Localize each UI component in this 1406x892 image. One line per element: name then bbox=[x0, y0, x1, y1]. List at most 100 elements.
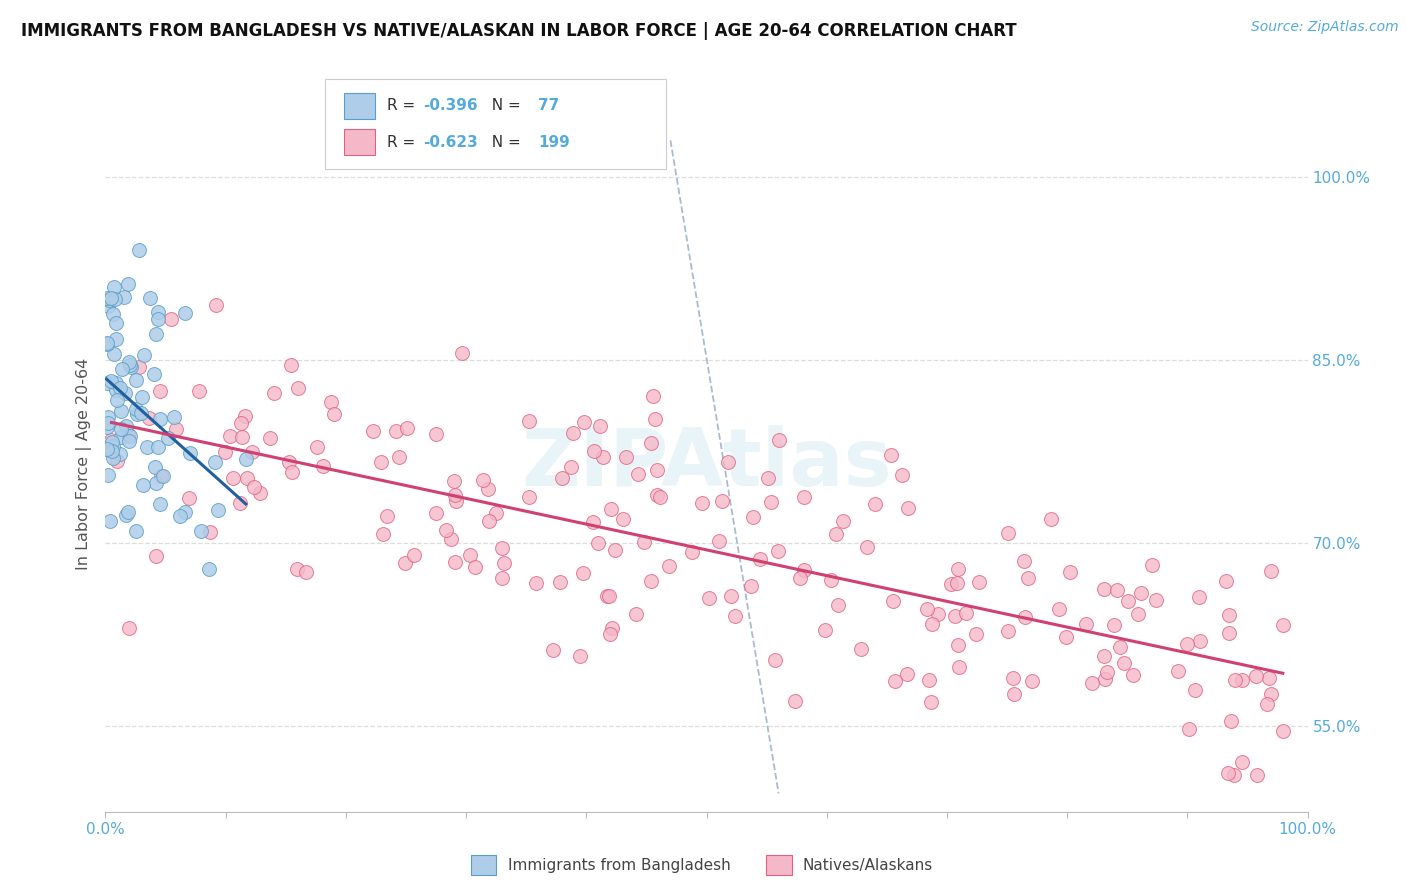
Point bbox=[118, 359, 141, 373]
Point bbox=[1080, 676, 1102, 690]
Point bbox=[319, 395, 342, 409]
Point bbox=[1076, 616, 1098, 631]
Point bbox=[285, 561, 308, 575]
Point bbox=[600, 621, 623, 635]
Point bbox=[143, 460, 166, 475]
Point bbox=[640, 574, 662, 589]
Point bbox=[117, 505, 139, 519]
Point bbox=[831, 514, 853, 528]
Point bbox=[97, 416, 120, 430]
Point bbox=[152, 468, 174, 483]
Point bbox=[785, 694, 807, 708]
Point bbox=[132, 348, 155, 362]
Point bbox=[969, 574, 991, 589]
Point bbox=[1047, 602, 1070, 616]
Point bbox=[370, 455, 392, 469]
Point bbox=[1102, 618, 1125, 632]
Point bbox=[444, 494, 467, 508]
Point bbox=[633, 535, 655, 549]
Point bbox=[125, 524, 148, 539]
Point bbox=[1092, 582, 1115, 597]
Point bbox=[188, 384, 211, 398]
Point bbox=[242, 480, 264, 494]
Point bbox=[1039, 512, 1062, 526]
Point bbox=[648, 490, 671, 504]
Point bbox=[948, 660, 970, 674]
Point bbox=[560, 460, 582, 475]
Point bbox=[716, 455, 738, 469]
Point bbox=[104, 332, 127, 346]
Point bbox=[612, 512, 634, 526]
Y-axis label: In Labor Force | Age 20-64: In Labor Force | Age 20-64 bbox=[76, 358, 91, 570]
Point bbox=[111, 362, 134, 376]
Point bbox=[600, 501, 623, 516]
Point bbox=[146, 305, 169, 319]
Point bbox=[96, 420, 118, 434]
Point bbox=[100, 291, 122, 305]
Text: -0.623: -0.623 bbox=[423, 135, 478, 150]
Point bbox=[149, 412, 172, 426]
Point bbox=[1014, 610, 1036, 624]
Point bbox=[1002, 687, 1025, 701]
Point bbox=[896, 666, 918, 681]
Point bbox=[101, 439, 124, 453]
Point bbox=[1188, 590, 1211, 604]
Point bbox=[177, 491, 200, 506]
Point bbox=[1271, 724, 1294, 739]
Point bbox=[169, 509, 191, 524]
Point bbox=[890, 467, 912, 482]
Point bbox=[443, 555, 465, 569]
Point bbox=[827, 598, 849, 612]
Point bbox=[384, 424, 406, 438]
Point bbox=[820, 573, 842, 587]
Point bbox=[287, 381, 309, 395]
Point bbox=[541, 642, 564, 657]
Point bbox=[120, 359, 142, 374]
Point bbox=[110, 421, 132, 435]
Point bbox=[108, 447, 131, 461]
Point bbox=[1218, 607, 1240, 622]
Point bbox=[156, 431, 179, 445]
Point bbox=[323, 407, 346, 421]
Point bbox=[1223, 673, 1246, 687]
Point bbox=[595, 589, 617, 603]
Point bbox=[174, 306, 197, 320]
Point bbox=[1257, 671, 1279, 685]
Point bbox=[598, 589, 620, 603]
Point bbox=[118, 354, 141, 368]
Point bbox=[96, 335, 118, 350]
Point bbox=[599, 627, 621, 641]
Point bbox=[572, 566, 595, 581]
Point bbox=[425, 427, 447, 442]
Point bbox=[1144, 593, 1167, 607]
Point bbox=[856, 540, 879, 554]
Point bbox=[1112, 656, 1135, 670]
Text: N =: N = bbox=[482, 135, 526, 150]
Point bbox=[118, 620, 141, 634]
Point bbox=[149, 497, 172, 511]
Point bbox=[235, 452, 257, 467]
Point bbox=[879, 448, 901, 462]
Point bbox=[118, 434, 141, 448]
Point bbox=[128, 360, 150, 375]
Point bbox=[658, 559, 681, 574]
Point bbox=[946, 561, 969, 575]
Point bbox=[1178, 722, 1201, 736]
Point bbox=[627, 467, 650, 482]
Point bbox=[179, 446, 201, 460]
Point bbox=[614, 450, 637, 465]
Point bbox=[1095, 665, 1118, 680]
Point bbox=[214, 445, 236, 459]
Point bbox=[450, 345, 472, 359]
Point bbox=[394, 556, 416, 570]
Point bbox=[129, 406, 152, 420]
Point bbox=[589, 419, 612, 434]
Point bbox=[233, 409, 256, 423]
Point bbox=[759, 495, 782, 509]
Point bbox=[645, 488, 668, 502]
Point bbox=[96, 376, 118, 390]
Point bbox=[965, 627, 987, 641]
Point bbox=[128, 244, 150, 258]
Point bbox=[425, 507, 447, 521]
Point bbox=[96, 291, 118, 305]
